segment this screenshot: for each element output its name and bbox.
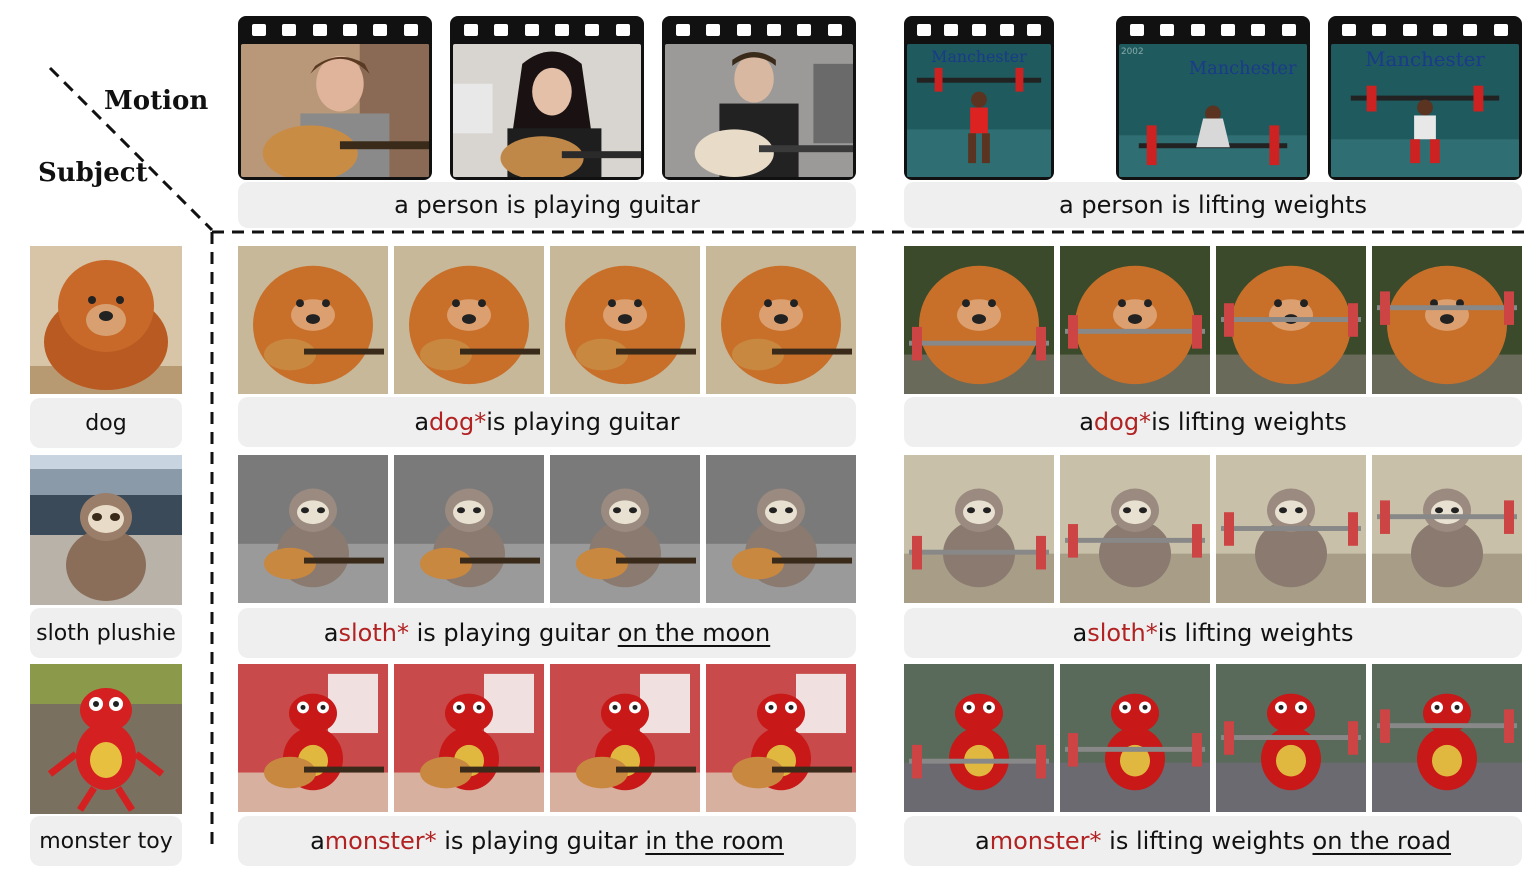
video-text-manchester: Manchester xyxy=(1189,58,1297,79)
video-text-manchester: Manchester xyxy=(931,47,1027,66)
generated-frame-sloth-guitar-4 xyxy=(706,455,856,603)
generated-frame-monster-guitar-3 xyxy=(550,664,700,812)
caption-subject-token: sloth* xyxy=(1087,619,1158,647)
generated-frame-dog-guitar-3 xyxy=(550,246,700,394)
generated-frame-sloth-weights-1 xyxy=(904,455,1054,603)
motion-video-weights-1: Manchester xyxy=(904,16,1054,180)
subject-label-sloth: sloth plushie xyxy=(30,608,182,658)
generated-frame-monster-weights-2 xyxy=(1060,664,1210,812)
subject-image-monster xyxy=(30,664,182,814)
motion-video-guitar-3 xyxy=(662,16,856,180)
motion-caption-weights: a person is lifting weights xyxy=(904,182,1522,228)
motion-caption-guitar: a person is playing guitar xyxy=(238,182,856,228)
motion-header-label: Motion xyxy=(104,86,209,116)
generated-frame-dog-weights-2 xyxy=(1060,246,1210,394)
caption-subject-token: monster* xyxy=(989,827,1102,855)
caption-dog-guitar: a dog* is playing guitar xyxy=(238,397,856,447)
caption-dog-weights: a dog* is lifting weights xyxy=(904,397,1522,447)
motion-video-weights-2: 2002 Manchester xyxy=(1116,16,1310,180)
generated-frame-monster-weights-4 xyxy=(1372,664,1522,812)
generated-frame-dog-guitar-4 xyxy=(706,246,856,394)
generated-frame-sloth-guitar-1 xyxy=(238,455,388,603)
subject-image-dog xyxy=(30,246,182,394)
generated-frame-sloth-guitar-3 xyxy=(550,455,700,603)
subject-label-monster: monster toy xyxy=(30,816,182,866)
generated-frame-monster-weights-1 xyxy=(904,664,1054,812)
generated-frame-dog-guitar-2 xyxy=(394,246,544,394)
caption-subject-token: monster* xyxy=(324,827,437,855)
caption-sloth-weights: a sloth* is lifting weights xyxy=(904,608,1522,658)
caption-sloth-guitar: a sloth* is playing guitar on the moon xyxy=(238,608,856,658)
header-diagonal-line xyxy=(48,66,214,232)
generated-frame-dog-weights-3 xyxy=(1216,246,1366,394)
generated-frame-sloth-weights-2 xyxy=(1060,455,1210,603)
motion-video-guitar-2 xyxy=(450,16,644,180)
generated-frame-monster-weights-3 xyxy=(1216,664,1366,812)
generated-frame-sloth-weights-3 xyxy=(1216,455,1366,603)
video-text-manchester: Manchester xyxy=(1365,48,1485,71)
generated-frame-dog-guitar-1 xyxy=(238,246,388,394)
caption-context-token: on the moon xyxy=(617,619,771,647)
generated-frame-monster-guitar-2 xyxy=(394,664,544,812)
subject-header-label: Subject xyxy=(38,158,148,188)
caption-context-token: on the road xyxy=(1312,827,1452,855)
caption-monster-weights: a monster* is lifting weights on the roa… xyxy=(904,816,1522,866)
caption-monster-guitar: a monster* is playing guitar in the room xyxy=(238,816,856,866)
caption-subject-token: sloth* xyxy=(338,619,409,647)
caption-subject-token: dog* xyxy=(1093,408,1152,436)
motion-video-weights-3: Manchester xyxy=(1328,16,1522,180)
subject-image-sloth xyxy=(30,455,182,605)
caption-context-token: in the room xyxy=(645,827,784,855)
caption-subject-token: dog* xyxy=(429,408,487,436)
generated-frame-monster-guitar-4 xyxy=(706,664,856,812)
video-text-year: 2002 xyxy=(1121,47,1144,57)
subject-label-dog: dog xyxy=(30,398,182,448)
motion-video-guitar-1 xyxy=(238,16,432,180)
generated-frame-sloth-guitar-2 xyxy=(394,455,544,603)
generated-frame-dog-weights-4 xyxy=(1372,246,1522,394)
generated-frame-sloth-weights-4 xyxy=(1372,455,1522,603)
generated-frame-monster-guitar-1 xyxy=(238,664,388,812)
generated-frame-dog-weights-1 xyxy=(904,246,1054,394)
